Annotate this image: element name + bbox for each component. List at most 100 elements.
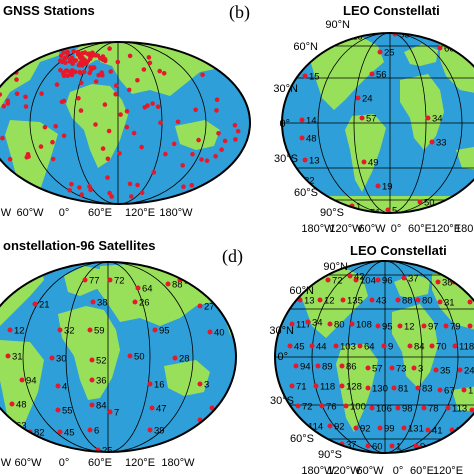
satellite-label: 55 xyxy=(62,406,73,417)
station-dot xyxy=(81,69,87,75)
station-dot xyxy=(23,94,28,100)
panel-d-land xyxy=(296,266,474,432)
satellite-label: 38 xyxy=(442,278,453,289)
station-dot xyxy=(87,56,93,61)
satellite-dot xyxy=(89,377,95,383)
satellite-label: 131 xyxy=(408,424,424,435)
station-dot xyxy=(141,67,147,72)
satellite-dot xyxy=(407,343,413,349)
satellite-label: 97 xyxy=(428,322,439,333)
satellite-dot xyxy=(381,343,387,349)
satellite-dot xyxy=(461,441,467,447)
satellite-dot xyxy=(289,383,295,389)
satellite-dot xyxy=(417,199,423,205)
satellite-dot xyxy=(327,423,333,429)
station-dot xyxy=(145,103,150,108)
satellite-label: 36 xyxy=(96,376,107,387)
lat-tick-label: 90°S xyxy=(320,207,344,219)
satellite-label: 40 xyxy=(214,328,225,339)
station-dot xyxy=(105,175,110,180)
station-dot xyxy=(235,128,241,134)
satellite-dot xyxy=(293,363,299,369)
satellite-label: 42 xyxy=(354,272,365,283)
satellite-label: 98 xyxy=(402,404,413,415)
satellite-dot xyxy=(9,401,15,407)
station-dot xyxy=(14,91,20,97)
panel-a-map-border xyxy=(0,41,251,205)
x-tick-label: 60°E xyxy=(410,465,434,474)
satellite-label: 48 xyxy=(16,400,27,411)
satellite-label: 72 xyxy=(302,402,313,413)
station-dot xyxy=(93,79,99,84)
x-tick-label: 60°W xyxy=(16,207,44,219)
satellite-label: 25 xyxy=(102,446,113,457)
satellite-label: 57 xyxy=(366,114,377,125)
station-dot xyxy=(175,119,181,125)
satellite-dot xyxy=(87,327,93,333)
satellite-dot xyxy=(9,422,15,428)
satellite-label: 16 xyxy=(154,380,165,391)
station-dot xyxy=(34,46,40,51)
satellite-label: 26 xyxy=(139,298,150,309)
satellite-dot xyxy=(340,297,346,303)
station-dot xyxy=(171,141,177,147)
satellite-dot xyxy=(369,405,375,411)
station-dot xyxy=(127,181,133,187)
station-dot xyxy=(200,72,205,78)
station-dot xyxy=(161,71,167,76)
satellite-dot xyxy=(457,449,463,453)
satellite-dot xyxy=(325,277,331,283)
satellite-label: 117 xyxy=(296,320,311,331)
x-tick-label: 180°W xyxy=(301,223,335,235)
satellite-label: 20 xyxy=(204,416,215,427)
satellite-label: 113 xyxy=(452,404,467,415)
panel-b-map-border xyxy=(281,32,474,214)
panel-a-x-ticks: W 60°W 0° 60°E 120°E 180°W xyxy=(1,207,193,219)
satellite-dot xyxy=(425,115,431,121)
station-dot xyxy=(124,108,130,114)
station-dot xyxy=(96,72,101,78)
satellite-label: 45 xyxy=(294,342,305,353)
satellite-dot xyxy=(0,277,6,283)
satellite-dot xyxy=(375,277,381,283)
satellite-label: 128 xyxy=(346,382,362,393)
panel-d-map-border xyxy=(274,260,474,454)
station-dot xyxy=(69,181,74,187)
satellite-label: 64 xyxy=(364,342,375,353)
station-dot xyxy=(232,176,238,182)
station-dot xyxy=(58,53,64,58)
satellite-dot xyxy=(369,71,375,77)
satellite-dot xyxy=(355,95,361,101)
satellite-dot xyxy=(149,405,155,411)
satellite-dot xyxy=(377,49,383,55)
satellite-label: 15 xyxy=(309,72,320,83)
station-dot xyxy=(216,131,221,136)
satellite-label: 81 xyxy=(398,384,409,395)
satellite-label: 93 xyxy=(7,276,18,287)
satellite-label: 8 xyxy=(14,258,19,269)
station-dot xyxy=(75,49,80,55)
satellite-dot xyxy=(319,403,325,409)
station-dot xyxy=(60,58,66,63)
satellite-dot xyxy=(289,321,295,327)
satellite-label: 37 xyxy=(408,274,419,285)
station-dot xyxy=(131,130,137,136)
station-dot xyxy=(163,151,168,157)
x-tick-label: W xyxy=(1,207,12,219)
satellite-label: 21 xyxy=(39,300,50,311)
station-dot xyxy=(107,190,112,196)
x-tick-label: 180°W xyxy=(159,207,193,219)
x-tick-label: 60°W xyxy=(14,457,42,469)
satellite-label: 47 xyxy=(156,404,167,415)
satellite-label: 51 xyxy=(370,208,381,219)
satellite-dot xyxy=(339,383,345,389)
station-dot xyxy=(54,82,60,87)
station-dot xyxy=(14,77,19,82)
satellite-dot xyxy=(295,403,301,409)
satellite-label: 103 xyxy=(340,342,356,353)
satellite-dot xyxy=(147,447,153,452)
lat-tick-label: 60°S xyxy=(290,433,314,445)
station-dot xyxy=(199,157,204,162)
station-dot xyxy=(135,78,140,83)
